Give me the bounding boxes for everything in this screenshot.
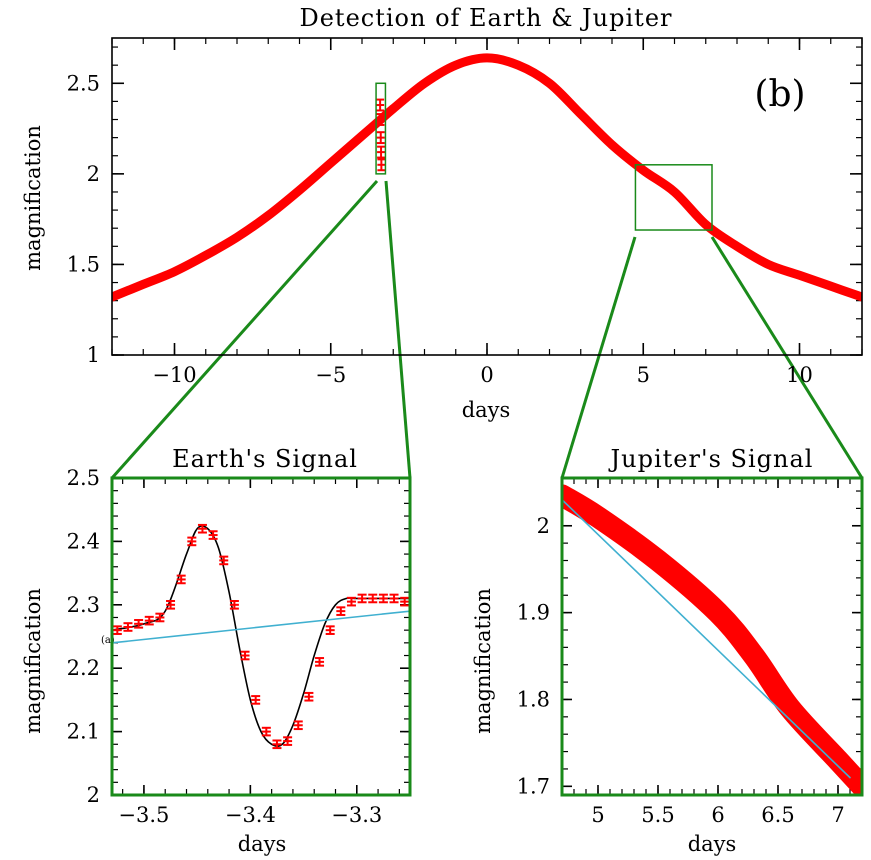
data-point — [346, 596, 356, 607]
jupiter-xlabel: days — [688, 832, 737, 856]
y-tick-label: 2 — [87, 783, 100, 807]
x-tick-label: −10 — [152, 363, 196, 387]
x-tick-label: −5 — [315, 363, 346, 387]
main-panel: Detection of Earth & Jupiter (b) days ma… — [21, 4, 863, 422]
data-point — [123, 622, 133, 632]
data-point — [376, 98, 385, 112]
y-tick-label: 2.2 — [67, 656, 100, 680]
x-tick-label: −3.4 — [225, 803, 276, 827]
zoom-box — [634, 164, 713, 231]
data-point — [283, 736, 293, 746]
plot-area — [112, 53, 862, 302]
data-point — [376, 113, 385, 126]
jupiter-title: Jupiter's Signal — [608, 445, 814, 473]
data-point — [261, 726, 271, 737]
connector-earth-right — [384, 180, 412, 479]
data-point — [272, 739, 282, 750]
data-point — [400, 596, 410, 607]
data-point — [377, 145, 386, 159]
data-point — [187, 536, 197, 547]
zoom-connectors — [110, 180, 864, 479]
data-point — [251, 695, 261, 705]
data-point — [357, 593, 367, 604]
data-point — [304, 691, 314, 702]
x-tick-label: 5.5 — [641, 803, 674, 827]
x-tick-label: 0 — [480, 363, 493, 387]
earth-title: Earth's Signal — [172, 445, 358, 473]
y-tick-label: 1 — [87, 343, 100, 367]
main-ylabel: magnification — [21, 125, 45, 271]
data-point — [325, 625, 335, 635]
y-tick-label: 2.5 — [67, 466, 100, 490]
data-point — [336, 606, 346, 616]
data-point — [240, 650, 250, 661]
data-point — [378, 593, 388, 604]
data-point — [112, 625, 122, 635]
data-point — [368, 593, 378, 604]
earth-panel: Earth's Signal (a) days magnification −3… — [21, 445, 412, 856]
x-tick-label: 5 — [637, 363, 650, 387]
x-tick-label: 10 — [786, 363, 813, 387]
data-point — [144, 615, 154, 626]
data-point — [389, 593, 399, 604]
series-line — [562, 484, 862, 795]
plot-area — [562, 484, 862, 795]
connector-earth-left — [110, 180, 379, 479]
plot-frame — [111, 37, 863, 356]
data-point — [208, 530, 218, 540]
zoom-box — [375, 82, 387, 175]
main-panel-label: (b) — [754, 74, 805, 115]
data-point — [155, 612, 165, 623]
x-tick-label: 5 — [591, 803, 604, 827]
x-tick-label: 6.5 — [761, 803, 794, 827]
y-tick-label: 2.1 — [67, 720, 100, 744]
x-tick-label: 6 — [711, 803, 724, 827]
earth-xlabel: days — [238, 832, 287, 856]
connector-jupiter-right — [710, 236, 864, 479]
series-line — [112, 53, 862, 302]
jupiter-ylabel: magnification — [471, 588, 495, 734]
plot-frame — [560, 476, 864, 797]
main-xlabel: days — [462, 398, 511, 422]
minor-ticks — [112, 477, 410, 796]
y-tick-label: 2.3 — [67, 593, 100, 617]
data-point — [219, 555, 229, 566]
data-point — [176, 574, 186, 585]
x-tick-label: −3.5 — [118, 803, 169, 827]
major-ticks — [562, 478, 862, 795]
series-line — [562, 498, 851, 779]
jupiter-panel: Jupiter's Signal days magnification 5 5.5… — [471, 445, 864, 856]
y-tick-label: 1.8 — [517, 687, 550, 711]
y-tick-label: 1.5 — [67, 252, 100, 276]
main-title: Detection of Earth & Jupiter — [299, 4, 672, 32]
data-point — [229, 599, 239, 610]
earth-annotation: (a) — [101, 635, 115, 646]
y-tick-label: 2.4 — [67, 529, 100, 553]
y-tick-label: 2.5 — [67, 71, 100, 95]
plot-frame — [110, 476, 412, 797]
major-ticks — [112, 38, 862, 356]
data-point — [315, 657, 325, 667]
major-ticks — [112, 477, 410, 796]
series-line — [112, 610, 410, 644]
x-tick-label: 7 — [831, 803, 844, 827]
plot-area — [112, 523, 410, 750]
x-tick-label: −3.3 — [331, 803, 382, 827]
data-point — [166, 599, 176, 610]
data-point — [377, 158, 386, 172]
earth-ylabel: magnification — [21, 588, 45, 734]
minor-ticks — [111, 38, 863, 356]
series-line — [112, 525, 410, 748]
y-tick-label: 1.7 — [517, 774, 550, 798]
y-tick-label: 2 — [537, 514, 550, 538]
y-tick-label: 2 — [87, 162, 100, 186]
y-tick-label: 1.9 — [517, 601, 550, 625]
data-point — [376, 131, 385, 145]
data-point — [293, 720, 303, 731]
data-point — [197, 523, 207, 534]
data-point — [134, 619, 144, 629]
connector-jupiter-left — [560, 236, 637, 479]
